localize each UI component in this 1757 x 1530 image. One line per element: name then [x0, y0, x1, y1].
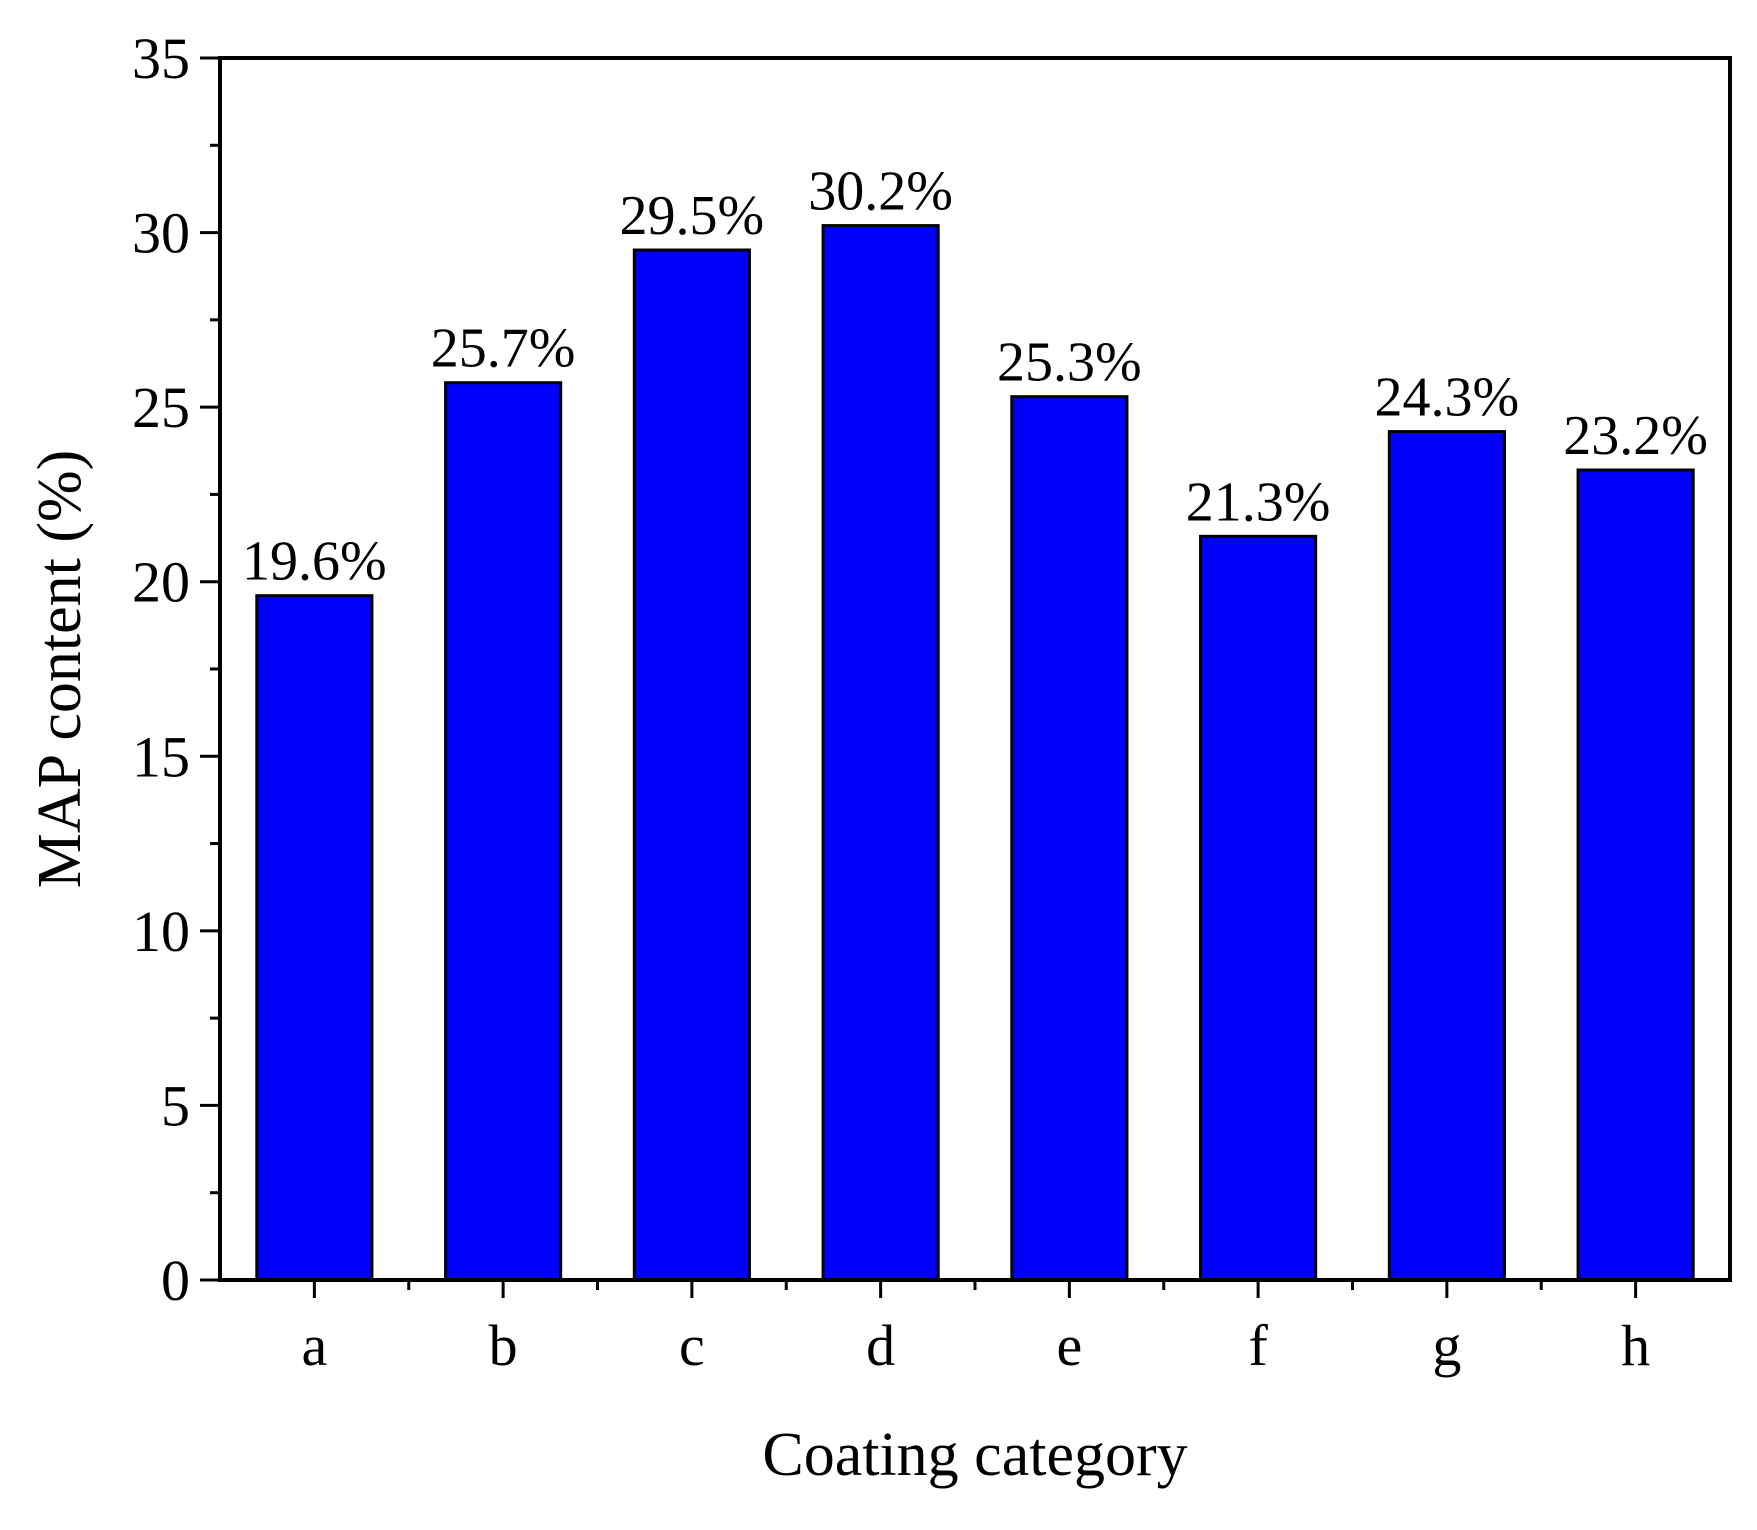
x-tick-label-g: g: [1432, 1313, 1461, 1378]
bar-e: [1010, 395, 1129, 1282]
data-label-f: 21.3%: [1186, 471, 1331, 533]
x-tick-label-e: e: [1057, 1313, 1083, 1378]
y-tick-label: 30: [132, 201, 190, 266]
bar-f: [1199, 534, 1318, 1282]
x-tick-label-b: b: [489, 1313, 518, 1378]
x-tick-label-c: c: [679, 1313, 705, 1378]
x-axis-title: Coating category: [762, 1421, 1187, 1489]
y-tick-label: 20: [132, 550, 190, 615]
bar-d: [821, 224, 940, 1282]
x-tick-label-d: d: [866, 1313, 895, 1378]
data-label-a: 19.6%: [242, 531, 387, 593]
y-tick-label: 0: [161, 1248, 190, 1313]
bar-c: [632, 248, 751, 1282]
y-tick-label: 35: [132, 26, 190, 91]
bar-b: [444, 381, 563, 1282]
data-label-d: 30.2%: [808, 161, 953, 223]
data-label-c: 29.5%: [620, 185, 765, 247]
data-label-e: 25.3%: [997, 332, 1142, 394]
y-tick-label: 15: [132, 724, 190, 789]
y-axis-title: MAP content (%): [26, 450, 94, 889]
data-label-g: 24.3%: [1375, 367, 1520, 429]
y-tick-label: 25: [132, 375, 190, 440]
data-label-b: 25.7%: [431, 318, 576, 380]
x-axis: a b c d e f g h: [302, 1280, 1650, 1378]
x-tick-label-a: a: [302, 1313, 328, 1378]
y-tick-label: 5: [161, 1073, 190, 1138]
x-tick-label-h: h: [1621, 1313, 1650, 1378]
y-axis: 0 5 10 15 20 25 30 35: [132, 26, 220, 1313]
y-tick-label: 10: [132, 899, 190, 964]
x-tick-label-f: f: [1248, 1313, 1268, 1378]
bar-h: [1576, 468, 1695, 1282]
bar-g: [1387, 430, 1506, 1282]
bar-a: [255, 594, 374, 1282]
data-label-h: 23.2%: [1563, 405, 1708, 467]
data-labels-layer: 19.6% 25.7% 29.5% 30.2% 25.3% 21.3% 24.3% 23.2%: [242, 161, 1708, 593]
bars-layer: [255, 224, 1695, 1282]
